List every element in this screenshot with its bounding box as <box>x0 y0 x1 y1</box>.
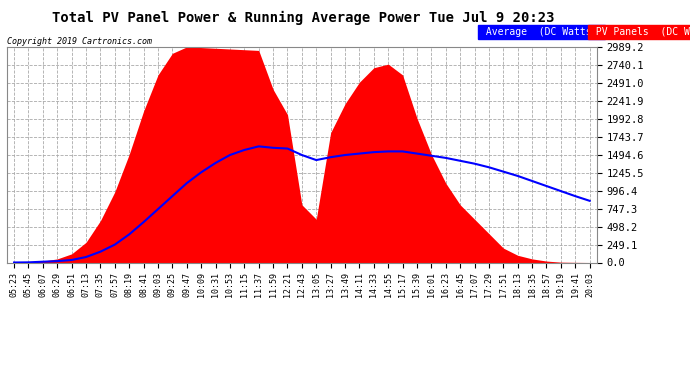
Text: PV Panels  (DC Watts): PV Panels (DC Watts) <box>590 27 690 37</box>
Text: Copyright 2019 Cartronics.com: Copyright 2019 Cartronics.com <box>7 38 152 46</box>
Text: Average  (DC Watts): Average (DC Watts) <box>480 27 603 37</box>
Text: Total PV Panel Power & Running Average Power Tue Jul 9 20:23: Total PV Panel Power & Running Average P… <box>52 11 555 26</box>
